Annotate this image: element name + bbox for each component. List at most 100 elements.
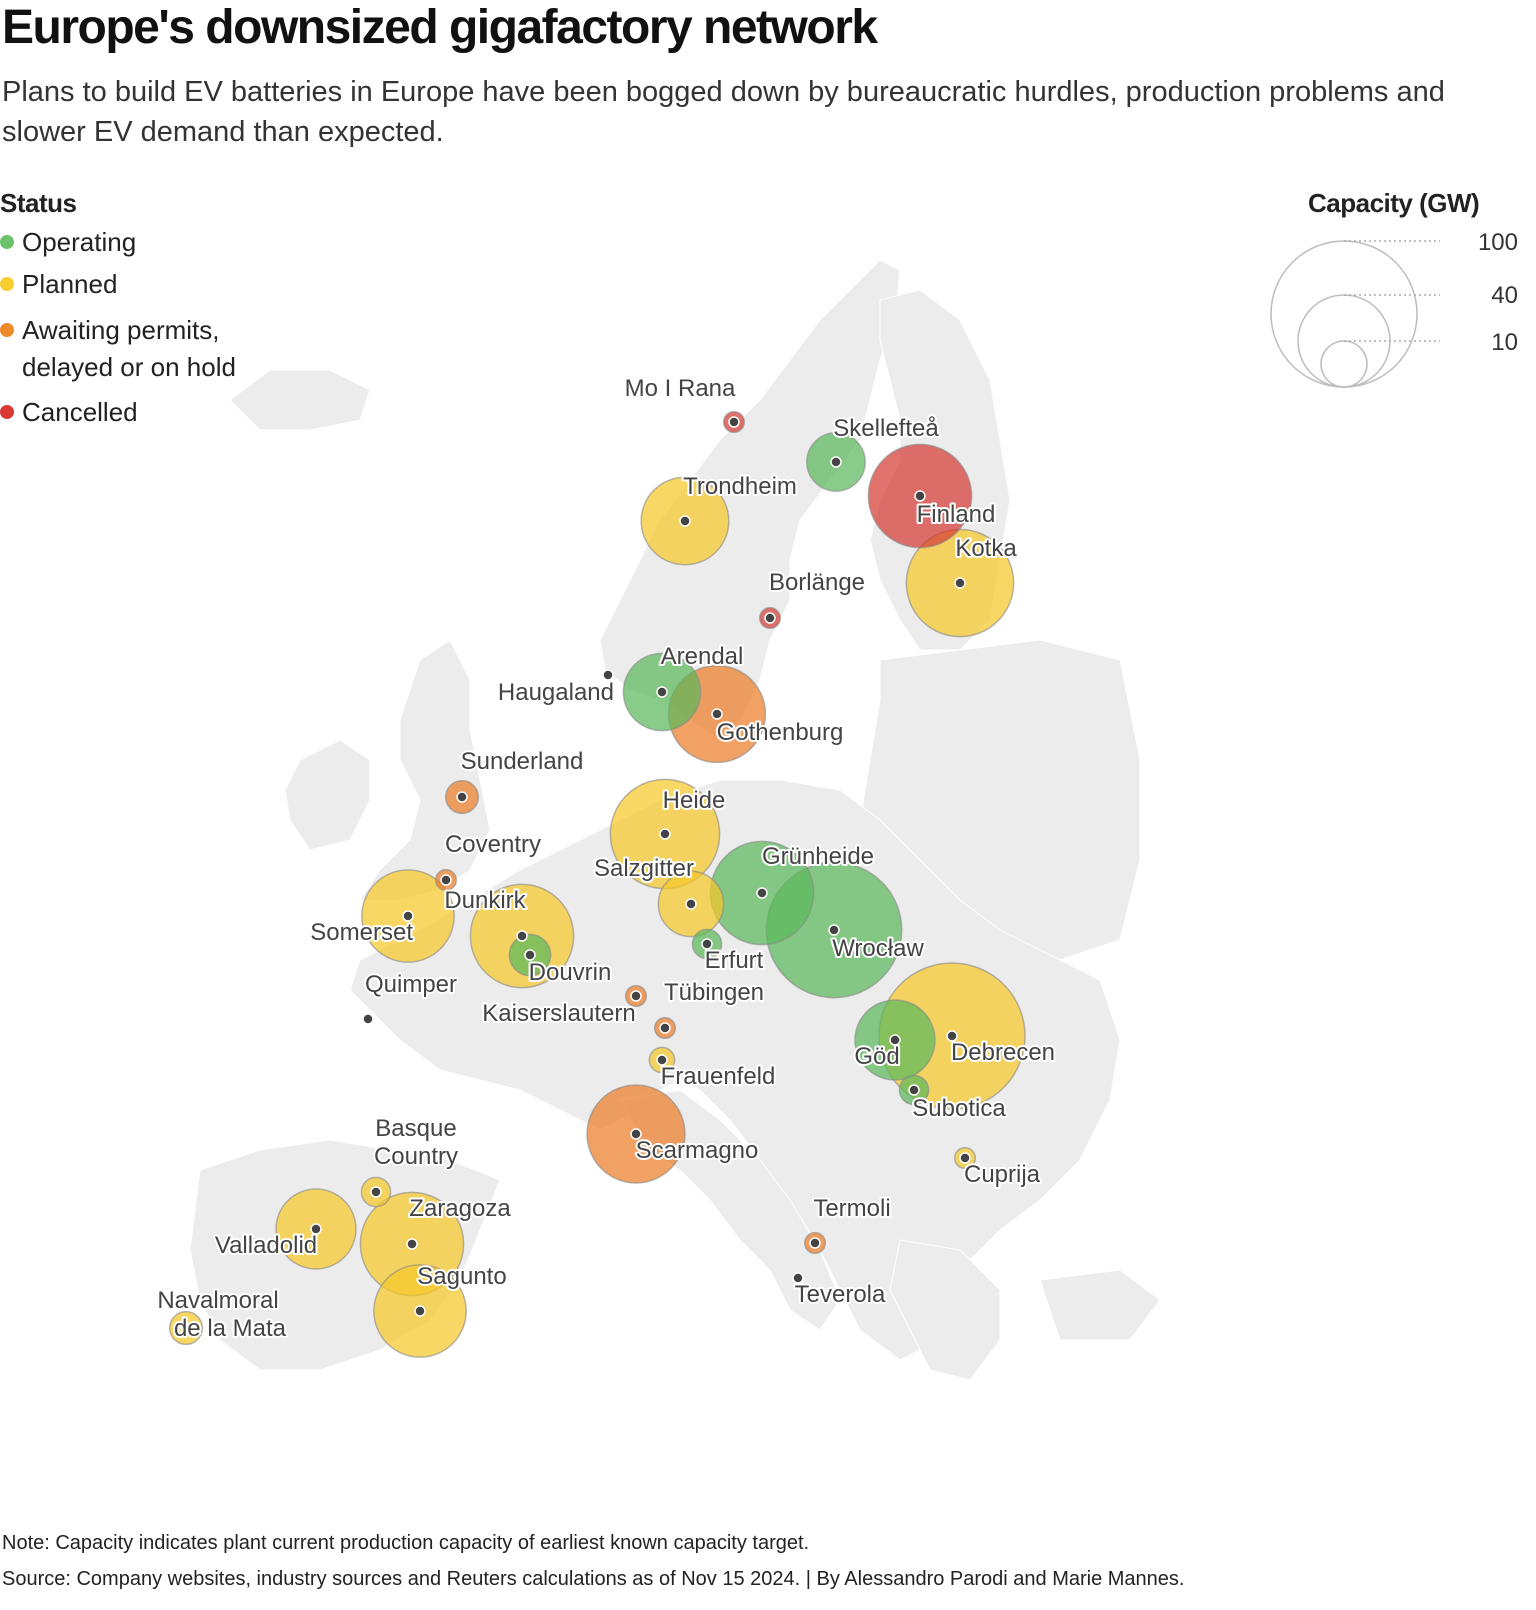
operating-dot-icon — [0, 235, 14, 250]
gigafactory-bubbles — [168, 410, 1026, 1358]
chart-subtitle: Plans to build EV batteries in Europe ha… — [2, 76, 1445, 148]
site-dot-wroc-aw — [828, 924, 840, 936]
legend-label-awaiting-line1: Awaiting permits, — [22, 315, 220, 345]
site-dot-tubingen — [630, 990, 642, 1002]
site-dot-sunderland — [456, 791, 468, 803]
label-basque-country-line1: Basque — [375, 1115, 456, 1142]
site-dot-kotka — [954, 577, 966, 589]
legend-item-planned: Planned — [0, 266, 117, 303]
legend-label-cancelled: Cancelled — [22, 397, 138, 427]
legend-label-operating: Operating — [22, 227, 137, 257]
site-dot-navalmoral-de-la-mata — [180, 1322, 192, 1334]
chart-title: Europe's downsized gigafactory network — [2, 1, 878, 54]
label-haugaland: Haugaland — [498, 679, 614, 706]
label-grunheide: Grünheide — [762, 843, 874, 870]
site-dot-quimper — [362, 1013, 374, 1025]
status-legend-title: Status — [0, 188, 77, 218]
site-dot-termoli — [809, 1237, 821, 1249]
label-termoli: Termoli — [813, 1195, 890, 1222]
site-dot-borlange — [764, 612, 776, 624]
legend-label-planned: Planned — [22, 269, 118, 299]
label-quimper: Quimper — [365, 971, 457, 998]
capacity-circle-100 — [1270, 240, 1418, 388]
land-ireland — [284, 739, 371, 851]
city-labels: Mo I Rana Skellefteå Finland Trondheim Kotka… — [155, 373, 1057, 1344]
planned-dot-icon — [0, 277, 14, 292]
label-frauenfeld: Frauenfeld — [661, 1063, 776, 1090]
label-gothenburg: Gothenburg — [717, 719, 844, 746]
cancelled-dot-icon — [0, 405, 14, 420]
legend-item-cancelled: Cancelled — [0, 394, 138, 431]
label-navalmoral-de-la-mata-line2: de la Mata — [174, 1315, 287, 1342]
capacity-label-10: 10 — [1491, 329, 1518, 356]
label-salzgitter: Salzgitter — [594, 855, 694, 882]
label-sunderland: Sunderland — [461, 748, 584, 775]
site-dot-teverola — [792, 1272, 804, 1284]
site-dot-sagunto — [414, 1305, 426, 1317]
site-dot-gothenburg — [711, 708, 723, 720]
site-dot-haugaland — [602, 669, 614, 681]
label-debrecen: Debrecen — [951, 1039, 1055, 1066]
site-dot-valladolid — [310, 1223, 322, 1235]
label-douvrin: Douvrin — [529, 959, 612, 986]
label-coventry: Coventry — [445, 831, 541, 858]
site-dot-arendal — [656, 686, 668, 698]
label-kotka: Kotka — [955, 535, 1017, 562]
site-dot-debrecen — [946, 1030, 958, 1042]
label-somerset: Somerset — [310, 919, 413, 946]
site-dot-heide — [659, 828, 671, 840]
site-dot-skelleftea — [830, 456, 842, 468]
site-dot-finland — [914, 490, 926, 502]
label-erfurt: Erfurt — [705, 947, 764, 974]
label-wroc-aw: Wrocław — [832, 935, 924, 962]
site-dot-douvrin — [524, 949, 536, 961]
legend-item-operating: Operating — [0, 224, 136, 261]
awaiting-dot-icon — [0, 323, 14, 338]
label-borlange: Borlänge — [769, 569, 865, 596]
site-dot-mo-i-rana — [728, 416, 740, 428]
site-dot-somerset — [402, 910, 414, 922]
site-dot-salzgitter — [685, 898, 697, 910]
label-arendal: Arendal — [661, 643, 744, 670]
site-dot-kaiserslautern — [659, 1022, 671, 1034]
site-dot-erfurt — [701, 938, 713, 950]
site-dot-cuprija — [959, 1152, 971, 1164]
label-dunkirk: Dunkirk — [444, 887, 526, 914]
site-dot-dunkirk — [516, 930, 528, 942]
legend-label-awaiting-line2: delayed or on hold — [22, 352, 236, 382]
site-dot-trondheim — [679, 515, 691, 527]
label-finland: Finland — [917, 501, 996, 528]
site-dot-zaragoza — [406, 1238, 418, 1250]
site-dot-scarmagno — [630, 1128, 642, 1140]
site-dot-god — [889, 1034, 901, 1046]
label-basque-country-line2: Country — [374, 1143, 458, 1170]
land-greece — [889, 1239, 1001, 1381]
label-sagunto: Sagunto — [417, 1263, 506, 1290]
site-dot-coventry — [440, 874, 452, 886]
site-dot-frauenfeld — [656, 1054, 668, 1066]
legend-item-awaiting: Awaiting permits, delayed or on hold — [0, 312, 236, 386]
label-teverola: Teverola — [795, 1281, 886, 1308]
site-dot-basque-country — [370, 1186, 382, 1198]
label-navalmoral-de-la-mata-line1: Navalmoral — [157, 1287, 278, 1314]
label-skelleftea: Skellefteå — [833, 415, 939, 442]
capacity-legend-title: Capacity (GW) — [1308, 188, 1480, 218]
label-cuprija: Cuprija — [964, 1161, 1041, 1188]
label-zaragoza: Zaragoza — [409, 1195, 511, 1222]
capacity-legend: 100 40 10 — [1270, 229, 1518, 388]
footer-note: Note: Capacity indicates plant current p… — [2, 1532, 810, 1554]
label-mo-i-rana: Mo I Rana — [625, 375, 736, 402]
label-subotica: Subotica — [912, 1095, 1006, 1122]
label-valladolid: Valladolid — [215, 1232, 317, 1259]
footer-source: Source: Company websites, industry sourc… — [2, 1568, 1185, 1590]
capacity-label-40: 40 — [1491, 282, 1518, 309]
label-scarmagno: Scarmagno — [636, 1137, 759, 1164]
label-kaiserslautern: Kaiserslautern — [482, 1000, 635, 1027]
land-turkey — [1039, 1269, 1161, 1341]
label-god: Göd — [854, 1043, 899, 1070]
site-dot-grunheide — [756, 887, 768, 899]
label-tubingen: Tübingen — [664, 979, 764, 1006]
site-dot-subotica — [908, 1084, 920, 1096]
label-trondheim: Trondheim — [683, 473, 797, 500]
